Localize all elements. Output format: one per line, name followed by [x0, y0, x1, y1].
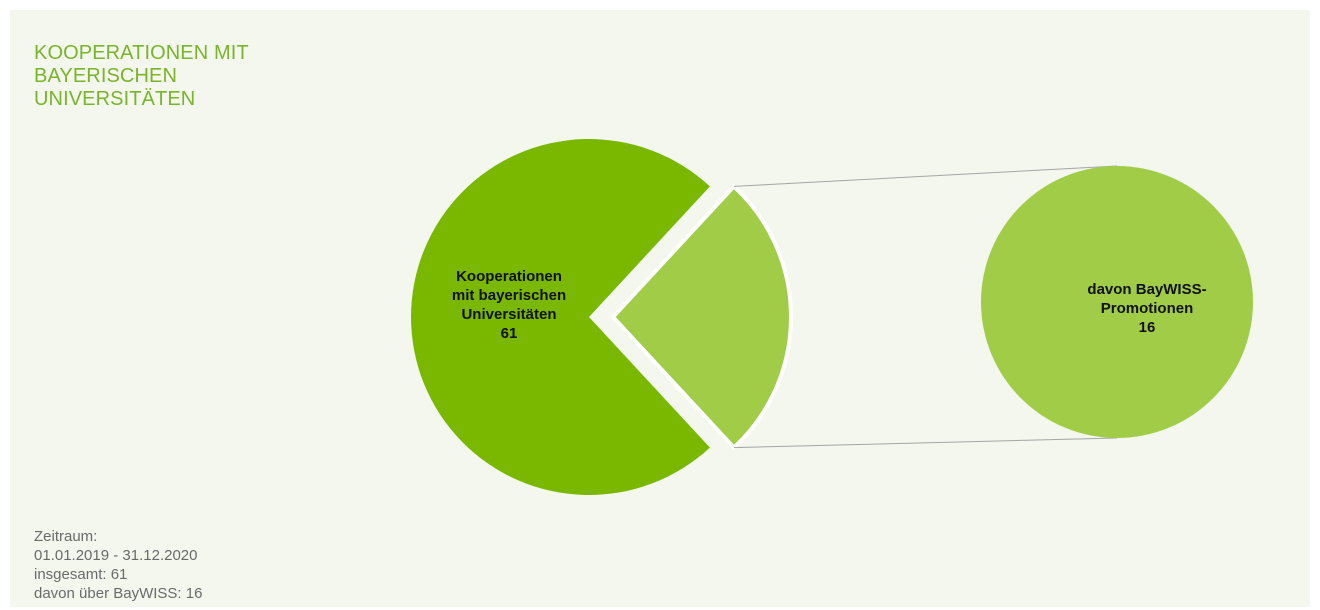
period-footnote: Zeitraum: 01.01.2019 - 31.12.2020 insges…: [34, 527, 354, 603]
footnote-line: 01.01.2019 - 31.12.2020: [34, 547, 198, 564]
secondary-pie: [981, 166, 1253, 438]
data-label-main: Kooperationen mit bayerischen Universitäte…: [452, 268, 566, 342]
pie-slice-baywiss: [610, 183, 793, 451]
footnote-line: davon über BayWISS: 16: [34, 585, 203, 602]
footnote-line: insgesamt: 61: [34, 566, 128, 583]
page-title: KOOPERATIONEN MIT BAYERISCHEN UNIVERSITÄ…: [34, 42, 334, 111]
connector-line-bottom: [733, 437, 1118, 449]
connector-line-top: [733, 165, 1118, 187]
footnote-line: Zeitraum:: [34, 528, 98, 545]
data-label-secondary: davon BayWISS-Promotionen 16: [1087, 281, 1206, 336]
title-line: UNIVERSITÄTEN: [34, 88, 196, 110]
title-line: BAYERISCHEN: [34, 65, 177, 87]
title-line: KOOPERATIONEN MIT: [34, 42, 249, 64]
pie-slice-main: [411, 139, 710, 496]
